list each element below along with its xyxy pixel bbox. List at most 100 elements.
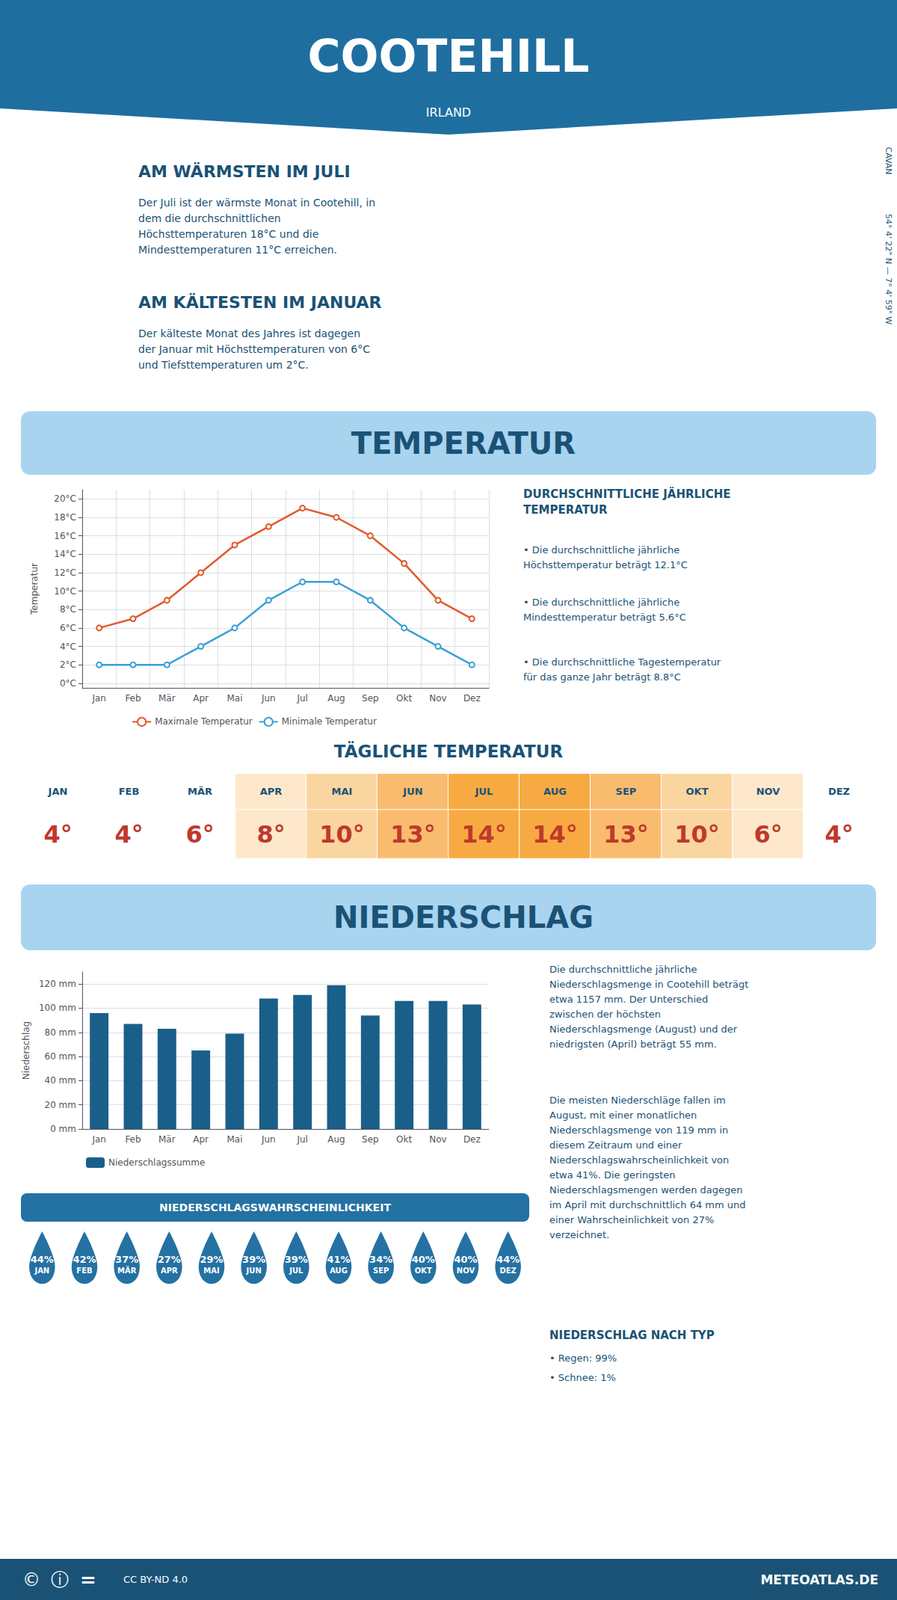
svg-text:MÄR: MÄR [117,1264,137,1275]
svg-text:im April mit durchschnittlich: im April mit durchschnittlich 64 mm und [549,1198,747,1211]
svg-text:IRLAND: IRLAND [426,105,471,120]
svg-text:MÄR: MÄR [187,785,213,797]
svg-text:JAN: JAN [47,785,69,797]
svg-text:SEP: SEP [615,785,637,797]
svg-text:DEZ: DEZ [499,1266,516,1275]
svg-text:Dez: Dez [463,1133,481,1145]
svg-text:NOV: NOV [756,785,781,797]
svg-text:40%: 40% [453,1253,477,1265]
svg-text:20°C: 20°C [53,493,77,504]
svg-text:Niederschlagsmenge in Cootehil: Niederschlagsmenge in Cootehill beträgt [549,978,749,990]
svg-text:Dez: Dez [463,692,481,704]
svg-text:der Januar mit Höchsttemperatu: der Januar mit Höchsttemperaturen von 6°… [138,343,371,356]
svg-text:10°C: 10°C [53,586,77,597]
svg-text:60 mm: 60 mm [44,1050,77,1062]
svg-text:Jun: Jun [260,1133,276,1145]
svg-text:4°: 4° [43,820,72,849]
svg-text:Niederschlag: Niederschlag [20,1021,32,1080]
svg-text:39%: 39% [242,1253,266,1265]
svg-text:44%: 44% [30,1253,54,1265]
svg-text:Feb: Feb [124,692,141,704]
svg-text:FEB: FEB [118,785,140,797]
svg-text:6°: 6° [185,820,214,849]
svg-text:COOTEHILL: COOTEHILL [307,29,590,83]
svg-text:Mindesttemperatur beträgt 5.6°: Mindesttemperatur beträgt 5.6°C [523,611,687,623]
svg-text:Niederschlagswahrscheinlichkei: Niederschlagswahrscheinlichkeit von [549,1154,729,1166]
svg-text:NIEDERSCHLAG NACH TYP: NIEDERSCHLAG NACH TYP [549,1328,715,1342]
svg-text:39%: 39% [284,1253,308,1265]
svg-text:0 mm: 0 mm [50,1123,77,1134]
svg-text:4°C: 4°C [59,641,77,652]
svg-text:und Tiefsttemperaturen um 2°C.: und Tiefsttemperaturen um 2°C. [138,358,309,371]
svg-text:Niederschlagsmenge (August) un: Niederschlagsmenge (August) und der [549,1023,738,1035]
svg-text:14°: 14° [532,820,578,849]
svg-text:OKT: OKT [414,1266,433,1275]
svg-text:Mindesttemperaturen 11°C errei: Mindesttemperaturen 11°C erreichen. [138,243,338,256]
svg-text:verzeichnet.: verzeichnet. [549,1228,610,1241]
svg-text:8°: 8° [256,820,285,849]
svg-text:©: © [22,1569,41,1590]
svg-text:einer Wahrscheinlichkeit von 2: einer Wahrscheinlichkeit von 27% [549,1213,714,1226]
svg-text:• Die durchschnittliche jährli: • Die durchschnittliche jährliche [523,544,680,556]
svg-text:20 mm: 20 mm [44,1099,77,1111]
svg-text:Jan: Jan [91,1133,107,1145]
svg-text:13°: 13° [603,820,649,849]
svg-text:Der kälteste Monat des Jahres: Der kälteste Monat des Jahres ist dagege… [138,327,361,340]
svg-text:Niederschlagsmenge von 119 mm: Niederschlagsmenge von 119 mm in [549,1124,729,1136]
svg-text:37%: 37% [115,1253,139,1265]
svg-text:Höchsttemperatur beträgt 12.1°: Höchsttemperatur beträgt 12.1°C [523,559,688,571]
svg-text:16°C: 16°C [53,530,77,542]
svg-text:NOV: NOV [456,1266,476,1275]
svg-text:80 mm: 80 mm [44,1027,77,1038]
svg-text:10°: 10° [674,820,720,849]
svg-text:13°: 13° [390,820,436,849]
svg-text:41%: 41% [326,1253,350,1265]
svg-text:SEP: SEP [373,1266,389,1275]
svg-text:=: = [79,1568,97,1591]
svg-text:40%: 40% [411,1253,436,1265]
svg-text:Okt: Okt [396,692,412,704]
svg-text:AM WÄRMSTEN IM JULI: AM WÄRMSTEN IM JULI [138,162,351,181]
svg-text:44%: 44% [496,1253,520,1265]
svg-text:Jul: Jul [296,1133,308,1145]
svg-text:Die durchschnittliche jährlich: Die durchschnittliche jährliche [549,963,697,975]
svg-text:8°C: 8°C [59,603,77,615]
svg-text:Feb: Feb [124,1133,141,1145]
svg-text:Temperatur: Temperatur [29,562,40,616]
svg-text:AUG: AUG [329,1266,348,1275]
svg-text:Maximale Temperatur: Maximale Temperatur [154,716,253,727]
svg-text:Jan: Jan [91,692,107,704]
svg-text:• Regen: 99%: • Regen: 99% [549,1352,617,1364]
svg-text:34%: 34% [369,1253,393,1265]
svg-text:Sep: Sep [361,692,379,704]
svg-text:Mai: Mai [226,1133,243,1145]
svg-text:APR: APR [160,1266,178,1275]
svg-text:29%: 29% [199,1253,223,1265]
svg-text:JUN: JUN [402,785,423,797]
svg-text:• Die durchschnittliche Tagest: • Die durchschnittliche Tagestemperatur [523,656,722,668]
svg-text:für das ganze Jahr beträgt 8.8: für das ganze Jahr beträgt 8.8°C [523,671,681,683]
svg-text:Höchsttemperaturen 18°C und di: Höchsttemperaturen 18°C und die [138,227,319,240]
svg-text:Jul: Jul [296,692,308,704]
svg-text:niedrigsten (April) beträgt 55: niedrigsten (April) beträgt 55 mm. [549,1038,717,1050]
svg-text:METEOATLAS.DE: METEOATLAS.DE [760,1571,879,1587]
svg-text:MAI: MAI [331,785,353,797]
svg-text:100 mm: 100 mm [38,1002,77,1013]
svg-text:etwa 41%. Die geringsten: etwa 41%. Die geringsten [549,1169,676,1181]
svg-text:diesem Zeitraum und einer: diesem Zeitraum und einer [549,1139,683,1151]
svg-text:NIEDERSCHLAG: NIEDERSCHLAG [333,899,594,935]
svg-text:Apr: Apr [192,692,209,704]
svg-text:14°C: 14°C [53,548,77,560]
svg-text:CC BY-ND 4.0: CC BY-ND 4.0 [123,1573,188,1585]
svg-text:• Schnee: 1%: • Schnee: 1% [549,1371,616,1383]
svg-text:AM KÄLTESTEN IM JANUAR: AM KÄLTESTEN IM JANUAR [138,293,382,312]
svg-text:4°: 4° [824,820,853,849]
svg-text:27%: 27% [157,1253,181,1265]
svg-text:Mär: Mär [158,1133,176,1145]
svg-text:JUL: JUL [474,785,494,797]
svg-text:DEZ: DEZ [828,785,850,797]
svg-text:JUL: JUL [288,1266,304,1275]
svg-text:Apr: Apr [192,1133,209,1145]
svg-text:Jun: Jun [260,692,276,704]
svg-text:JAN: JAN [33,1266,50,1275]
